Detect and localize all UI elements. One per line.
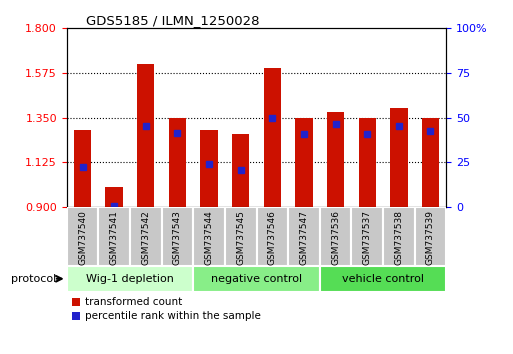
Bar xyxy=(415,207,446,266)
Bar xyxy=(67,266,193,292)
Bar xyxy=(193,266,320,292)
Text: GSM737547: GSM737547 xyxy=(300,210,308,265)
Text: negative control: negative control xyxy=(211,274,302,284)
Bar xyxy=(225,207,256,266)
Bar xyxy=(162,207,193,266)
Text: GSM737543: GSM737543 xyxy=(173,210,182,265)
Text: GSM737546: GSM737546 xyxy=(268,210,277,265)
Bar xyxy=(351,207,383,266)
Legend: transformed count, percentile rank within the sample: transformed count, percentile rank withi… xyxy=(72,297,261,321)
Text: protocol: protocol xyxy=(11,274,56,284)
Bar xyxy=(193,207,225,266)
Bar xyxy=(320,266,446,292)
Bar xyxy=(67,207,98,266)
Bar xyxy=(383,207,415,266)
Bar xyxy=(327,112,344,207)
Bar xyxy=(106,187,123,207)
Text: GSM737538: GSM737538 xyxy=(394,210,403,265)
Text: GDS5185 / ILMN_1250028: GDS5185 / ILMN_1250028 xyxy=(86,14,259,27)
Text: GSM737540: GSM737540 xyxy=(78,210,87,265)
Bar xyxy=(74,130,91,207)
Text: vehicle control: vehicle control xyxy=(342,274,424,284)
Text: Wig-1 depletion: Wig-1 depletion xyxy=(86,274,174,284)
Bar xyxy=(264,68,281,207)
Bar xyxy=(390,108,407,207)
Bar xyxy=(256,207,288,266)
Bar xyxy=(422,118,439,207)
Bar xyxy=(320,207,351,266)
Text: GSM737537: GSM737537 xyxy=(363,210,372,265)
Bar xyxy=(295,118,312,207)
Text: GSM737545: GSM737545 xyxy=(236,210,245,265)
Bar xyxy=(130,207,162,266)
Text: GSM737541: GSM737541 xyxy=(110,210,119,265)
Bar xyxy=(169,118,186,207)
Bar xyxy=(201,130,218,207)
Bar xyxy=(288,207,320,266)
Bar xyxy=(98,207,130,266)
Text: GSM737544: GSM737544 xyxy=(205,210,213,265)
Bar xyxy=(359,118,376,207)
Bar xyxy=(137,64,154,207)
Text: GSM737536: GSM737536 xyxy=(331,210,340,265)
Text: GSM737539: GSM737539 xyxy=(426,210,435,265)
Bar xyxy=(232,133,249,207)
Text: GSM737542: GSM737542 xyxy=(141,210,150,265)
